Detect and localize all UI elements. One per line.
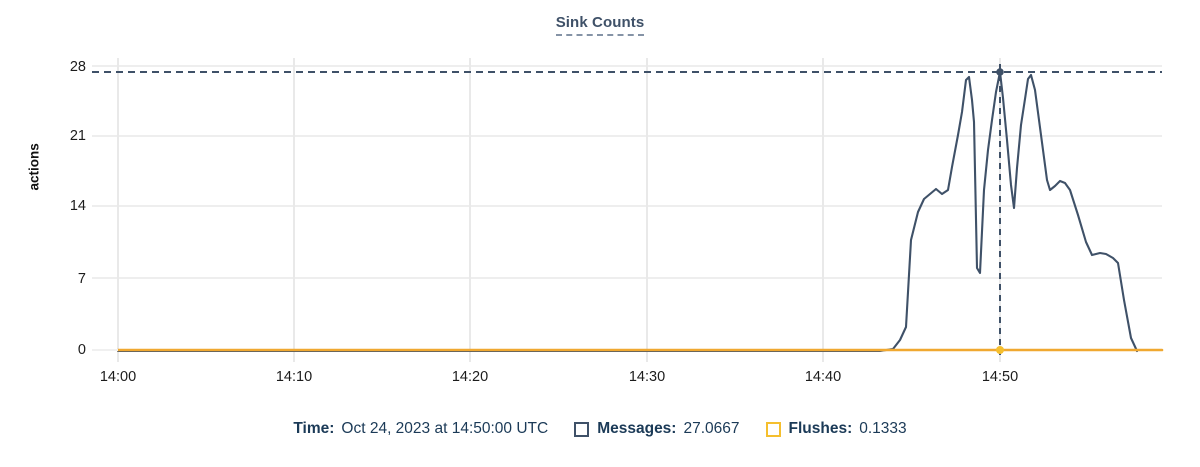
plot-area[interactable] [0, 0, 1200, 400]
y-tick-label-7: 7 [77, 271, 86, 287]
tooltip-time-label: Time: [293, 420, 335, 437]
grid-horizontal [92, 65, 1162, 279]
legend-label-flushes: Flushes: [788, 420, 853, 437]
x-tick-label-1440: 14:40 [804, 369, 842, 385]
x-tick-label-1410: 14:10 [275, 369, 313, 385]
data-point-marker-flushes[interactable] [996, 346, 1004, 354]
legend-label-messages: Messages: [597, 420, 677, 437]
x-tick-label-1430: 14:30 [628, 369, 666, 385]
x-tick-label-1450: 14:50 [981, 369, 1019, 385]
tooltip-time-value: Oct 24, 2023 at 14:50:00 UTC [341, 420, 549, 437]
legend-value-flushes: 0.1333 [859, 420, 907, 437]
legend-swatch-flushes-icon [765, 421, 781, 437]
y-tick-label-0: 0 [77, 342, 86, 358]
data-point-marker-messages[interactable] [996, 68, 1004, 76]
legend-swatch-messages-icon [574, 421, 590, 437]
y-tick-label-28: 28 [69, 59, 86, 75]
chart-title[interactable]: Sink Counts [555, 14, 645, 36]
grid-vertical [117, 58, 1001, 362]
x-tick-label-1420: 14:20 [451, 369, 489, 385]
y-tick-label-21: 21 [69, 128, 86, 144]
tooltip-time-group: Time: Oct 24, 2023 at 14:50:00 UTC [293, 420, 548, 438]
chart-title-wrapper: Sink Counts [0, 14, 1200, 36]
legend-item-messages[interactable]: Messages: 27.0667 [574, 420, 740, 438]
tooltip-legend-bar: Time: Oct 24, 2023 at 14:50:00 UTC Messa… [0, 420, 1200, 438]
series-line-messages[interactable] [116, 70, 1139, 353]
legend-item-flushes[interactable]: Flushes: 0.1333 [765, 420, 907, 438]
legend-value-messages: 27.0667 [683, 420, 740, 437]
y-tick-label-14: 14 [69, 198, 86, 214]
x-tick-label-1400: 14:00 [99, 369, 137, 385]
